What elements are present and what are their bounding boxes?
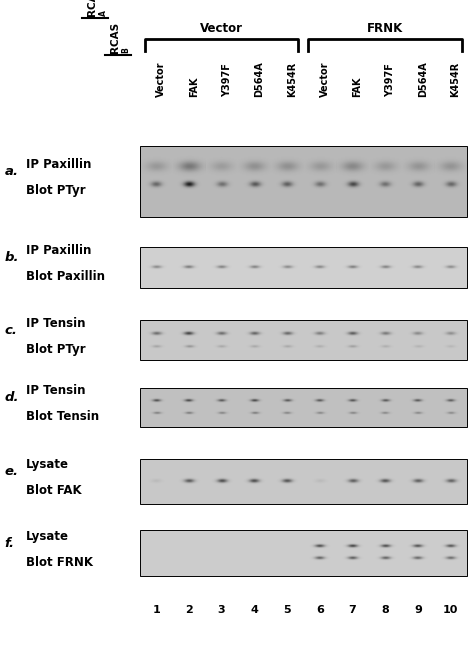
FancyBboxPatch shape [140,388,467,427]
Text: Blot PTyr: Blot PTyr [26,343,86,356]
Text: 10: 10 [443,605,458,615]
Text: D564A: D564A [418,62,428,97]
Text: K454R: K454R [450,62,461,97]
Text: Blot PTyr: Blot PTyr [26,184,86,197]
Text: 8: 8 [381,605,389,615]
Text: RCAS: RCAS [110,22,120,53]
Text: Blot Paxillin: Blot Paxillin [26,270,105,283]
Text: 4: 4 [250,605,258,615]
Text: RCAS: RCAS [87,0,98,16]
Text: 1: 1 [152,605,160,615]
Text: 5: 5 [283,605,291,615]
Text: IP Paxillin: IP Paxillin [26,244,91,257]
Text: f.: f. [5,537,15,550]
Text: 2: 2 [185,605,193,615]
Text: Vector: Vector [156,62,166,97]
Text: Vector: Vector [319,62,330,97]
Text: K454R: K454R [287,62,297,97]
Text: 9: 9 [414,605,422,615]
Text: 3: 3 [218,605,226,615]
Text: 7: 7 [348,605,356,615]
Text: IP Tensin: IP Tensin [26,317,86,330]
Text: Y397F: Y397F [385,64,395,97]
FancyBboxPatch shape [140,146,467,217]
Text: e.: e. [5,465,19,478]
Text: IP Tensin: IP Tensin [26,384,86,397]
Text: Blot Tensin: Blot Tensin [26,410,99,423]
FancyBboxPatch shape [140,320,467,360]
Text: d.: d. [5,391,19,404]
Text: IP Paxillin: IP Paxillin [26,158,91,171]
Text: c.: c. [5,324,18,337]
FancyBboxPatch shape [140,530,467,576]
Text: D564A: D564A [254,62,264,97]
Text: Lysate: Lysate [26,530,69,543]
FancyBboxPatch shape [140,459,467,504]
Text: A: A [99,10,108,16]
Text: b.: b. [5,251,19,264]
Text: Vector: Vector [200,22,243,35]
Text: Y397F: Y397F [221,64,232,97]
Text: Blot FRNK: Blot FRNK [26,556,93,569]
Text: 6: 6 [316,605,324,615]
FancyBboxPatch shape [140,247,467,288]
Text: Lysate: Lysate [26,458,69,471]
Text: FRNK: FRNK [367,22,403,35]
Text: Blot FAK: Blot FAK [26,484,82,497]
Text: FAK: FAK [189,77,199,97]
Text: FAK: FAK [352,77,363,97]
Text: a.: a. [5,165,19,178]
Text: B: B [122,47,130,53]
